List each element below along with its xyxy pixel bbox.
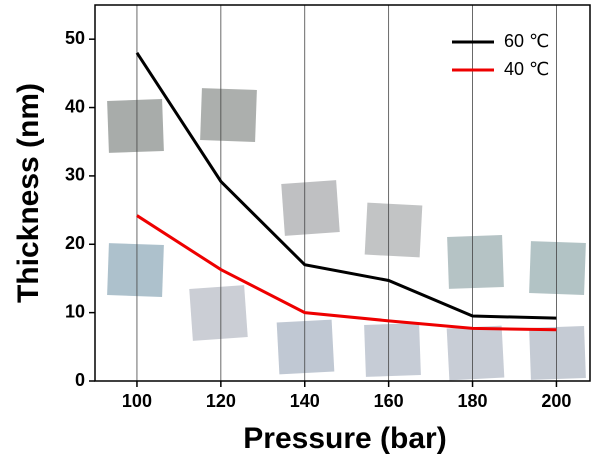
x-tick-label: 140 [290, 391, 320, 411]
photo [446, 325, 505, 381]
series-line [135, 52, 557, 320]
photo [281, 180, 340, 236]
x-tick-label: 200 [541, 391, 571, 411]
photo [276, 319, 335, 375]
photo [447, 235, 504, 289]
legend-label: 40 ℃ [504, 59, 549, 79]
x-tick-label: 100 [122, 391, 152, 411]
photo [529, 241, 586, 295]
y-tick-label: 10 [65, 301, 85, 321]
series-line [136, 214, 557, 332]
y-tick-label: 30 [65, 165, 85, 185]
x-tick-label: 180 [458, 391, 488, 411]
plot-frame [94, 4, 591, 382]
photo [364, 323, 421, 377]
y-tick-label: 20 [65, 233, 85, 253]
photo [529, 326, 586, 380]
y-tick-label: 0 [75, 370, 85, 390]
x-tick-label: 120 [206, 391, 236, 411]
y-tick-label: 40 [65, 96, 85, 116]
y-tick-label: 50 [65, 28, 85, 48]
sample-photos [107, 88, 586, 381]
y-axis-title: Thickness (nm) [12, 83, 45, 303]
photo [107, 243, 164, 297]
photo [189, 285, 248, 341]
photo [107, 99, 164, 153]
legend-label: 60 ℃ [504, 31, 549, 51]
x-axis-title: Pressure (bar) [243, 422, 446, 455]
photo [364, 202, 423, 258]
x-tick-label: 160 [374, 391, 404, 411]
photo [200, 88, 257, 142]
